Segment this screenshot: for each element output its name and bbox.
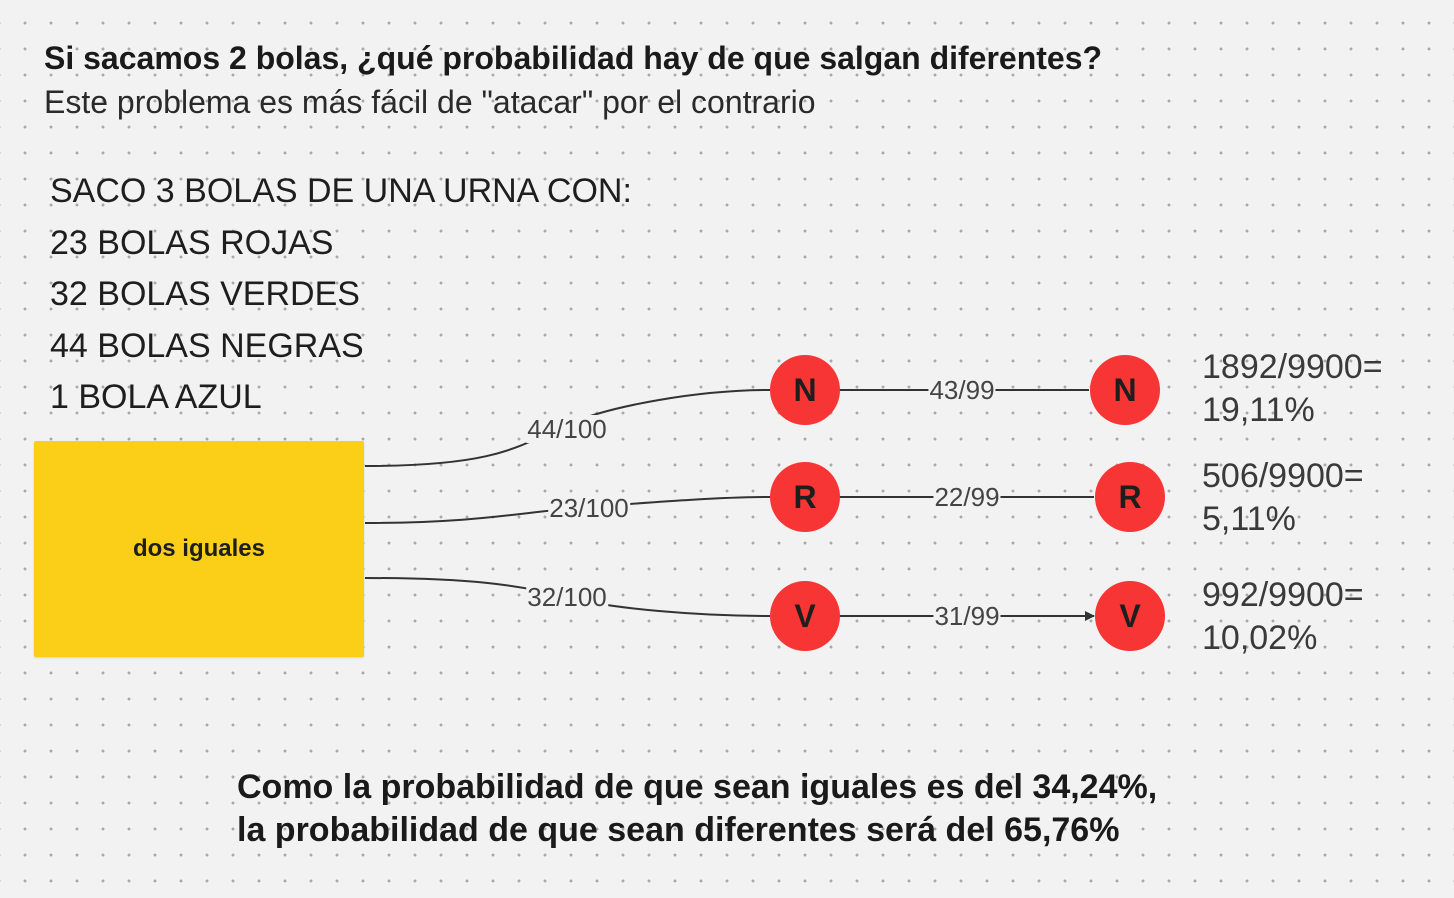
page-subtitle: Este problema es más fácil de "atacar" p…	[44, 84, 816, 120]
conclusion-line-1: Como la probabilidad de que sean iguales…	[237, 768, 1158, 806]
problem-line-red: 23 BOLAS ROJAS	[50, 223, 334, 262]
node-second-n[interactable]: N	[1090, 355, 1160, 425]
problem-statement: SACO 3 BOLAS DE UNA URNA CON: 23 BOLAS R…	[50, 166, 632, 424]
edge-label-first-n: 44/100	[526, 414, 608, 444]
result-r: 506/9900= 5,11%	[1202, 455, 1364, 541]
sticky-note-dos-iguales[interactable]: dos iguales	[34, 441, 364, 657]
edge-label-first-r: 23/100	[548, 493, 630, 523]
node-first-r-label: R	[793, 478, 817, 515]
problem-line-intro: SACO 3 BOLAS DE UNA URNA CON:	[50, 172, 632, 210]
edge-label-second-r: 22/99	[933, 482, 1001, 512]
conclusion: Como la probabilidad de que sean iguales…	[237, 766, 1157, 852]
node-second-n-label: N	[1113, 371, 1137, 408]
conclusion-line-2: la probabilidad de que sean diferentes s…	[237, 811, 1120, 849]
node-first-r[interactable]: R	[770, 462, 840, 532]
node-first-v-label: V	[794, 597, 816, 634]
node-second-v[interactable]: V	[1095, 581, 1165, 651]
edge-label-first-v: 32/100	[526, 582, 608, 612]
result-v-fraction: 992/9900=	[1202, 576, 1364, 614]
result-v-percent: 10,02%	[1202, 619, 1318, 657]
problem-line-blue: 1 BOLA AZUL	[50, 378, 262, 416]
page-title: Si sacamos 2 bolas, ¿qué probabilidad ha…	[44, 40, 1103, 76]
edge-label-second-v: 31/99	[933, 601, 1001, 631]
node-second-r-label: R	[1118, 478, 1142, 515]
node-second-r[interactable]: R	[1095, 462, 1165, 532]
result-n-fraction: 1892/9900=	[1202, 348, 1383, 386]
node-second-v-label: V	[1119, 597, 1141, 634]
result-r-percent: 5,11%	[1202, 500, 1296, 538]
result-r-fraction: 506/9900=	[1202, 457, 1364, 495]
problem-line-green: 32 BOLAS VERDES	[50, 275, 360, 313]
result-v: 992/9900= 10,02%	[1202, 574, 1364, 660]
sticky-note-label: dos iguales	[132, 535, 266, 562]
node-first-v[interactable]: V	[770, 581, 840, 651]
problem-line-black: 44 BOLAS NEGRAS	[50, 326, 364, 365]
result-n: 1892/9900= 19,11%	[1202, 346, 1383, 432]
edge-label-second-n: 43/99	[928, 375, 996, 405]
result-n-percent: 19,11%	[1202, 391, 1315, 429]
node-first-n[interactable]: N	[770, 355, 840, 425]
node-first-n-label: N	[793, 371, 817, 408]
